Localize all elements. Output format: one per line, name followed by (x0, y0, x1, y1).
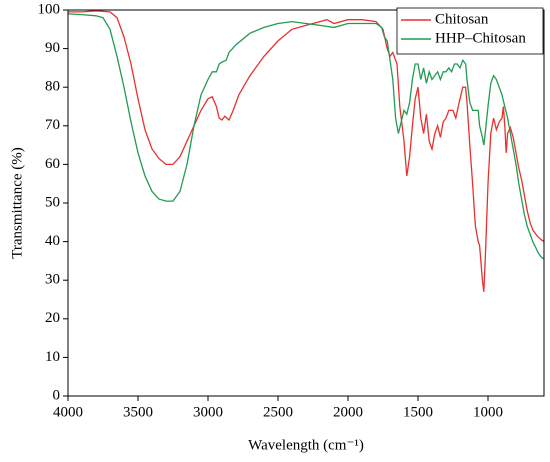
y-tick-label: 60 (45, 156, 60, 172)
series-line (68, 10, 545, 292)
y-axis-label: Transmittance (%) (9, 147, 25, 259)
x-tick-label: 2500 (263, 404, 293, 420)
series-line (67, 13, 545, 260)
x-tick-label: 2000 (333, 404, 363, 420)
y-tick-label: 40 (45, 233, 60, 249)
y-tick-label: 70 (45, 117, 60, 133)
y-tick-label: 0 (53, 387, 61, 403)
y-tick-label: 80 (45, 79, 60, 95)
y-tick-label: 100 (38, 1, 61, 17)
x-axis-label: Wavelength (cm⁻¹) (248, 437, 364, 453)
x-tick-label: 1500 (403, 404, 433, 420)
x-tick-label: 3500 (123, 404, 153, 420)
x-tick-label: 3000 (193, 404, 223, 420)
x-tick-label: 1000 (473, 404, 503, 420)
legend-box (396, 7, 544, 55)
y-tick-label: 10 (45, 349, 60, 365)
legend-label: Chitosan (435, 11, 489, 27)
plot-frame (67, 9, 545, 397)
legend-label: HHP–Chitosan (435, 30, 526, 46)
y-tick-label: 20 (45, 310, 60, 326)
y-tick-label: 50 (45, 194, 60, 210)
y-tick-label: 30 (45, 272, 60, 288)
x-tick-label: 4000 (53, 404, 83, 420)
y-tick-label: 90 (45, 40, 60, 56)
